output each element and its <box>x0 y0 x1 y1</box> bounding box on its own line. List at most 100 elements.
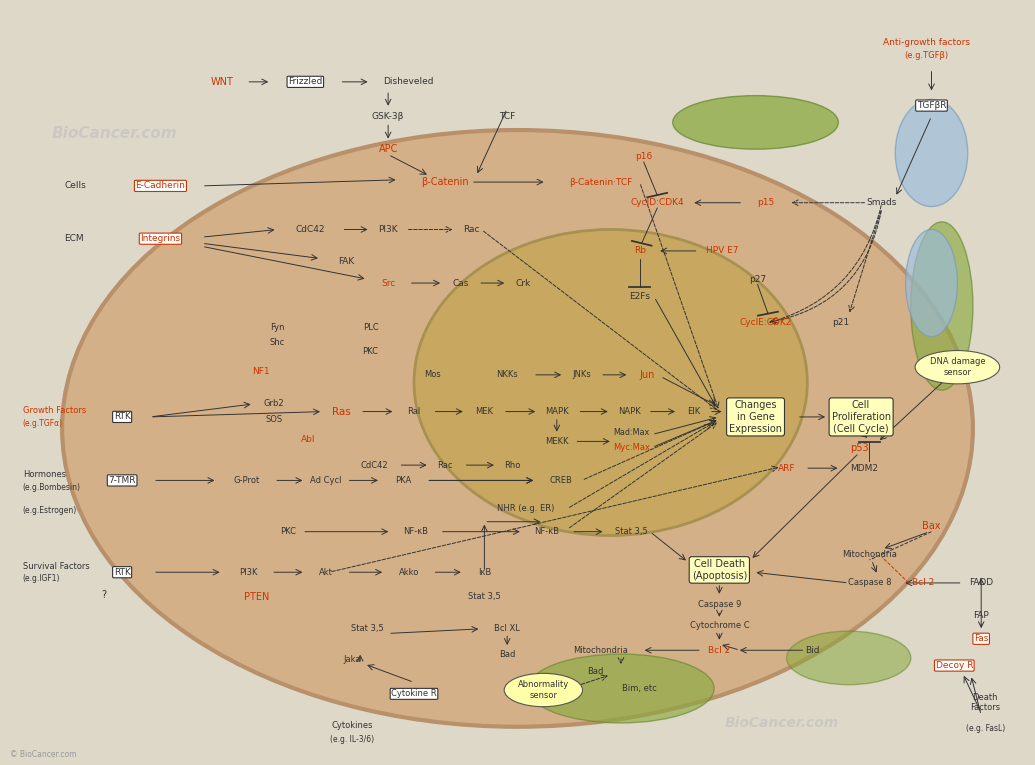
Ellipse shape <box>911 222 973 390</box>
Text: Smads: Smads <box>866 198 897 207</box>
Text: p21: p21 <box>832 318 849 327</box>
Ellipse shape <box>906 230 957 337</box>
Text: Stat 3,5: Stat 3,5 <box>615 527 648 536</box>
Text: (e.g.Estrogen): (e.g.Estrogen) <box>23 506 77 515</box>
Text: E2Fs: E2Fs <box>629 292 650 301</box>
Text: Jun: Jun <box>640 369 654 380</box>
Text: PI3K: PI3K <box>379 225 397 234</box>
Text: PLC: PLC <box>362 323 379 332</box>
Text: NF1: NF1 <box>252 366 270 376</box>
Text: Src: Src <box>381 278 395 288</box>
Text: Mos: Mos <box>424 370 441 379</box>
Text: FAK: FAK <box>338 257 355 266</box>
Text: Bad: Bad <box>587 667 603 676</box>
Text: © BioCancer.com: © BioCancer.com <box>10 750 77 760</box>
Text: TCF: TCF <box>499 112 515 121</box>
Text: Changes
in Gene
Expression: Changes in Gene Expression <box>729 400 782 434</box>
Text: BioCancer.com: BioCancer.com <box>52 125 177 141</box>
Text: Cytochrome C: Cytochrome C <box>689 621 749 630</box>
Text: Cytokine R: Cytokine R <box>391 689 437 698</box>
Text: Ras: Ras <box>332 406 351 417</box>
Text: E-Cadherin: E-Cadherin <box>136 181 185 190</box>
Text: (e.g.TGFα): (e.g.TGFα) <box>23 418 63 428</box>
Text: Bax: Bax <box>922 521 941 532</box>
Text: Bcl XL: Bcl XL <box>495 624 520 633</box>
Text: Akt: Akt <box>319 568 333 577</box>
Text: CdC42: CdC42 <box>361 461 388 470</box>
Text: NAPK: NAPK <box>618 407 641 416</box>
Text: PI3K: PI3K <box>239 568 258 577</box>
Text: Cells: Cells <box>64 181 86 190</box>
Text: Jaka: Jaka <box>344 655 360 664</box>
Text: Rb: Rb <box>633 246 646 256</box>
Text: Mitochondria: Mitochondria <box>572 646 628 655</box>
Text: MAPK: MAPK <box>545 407 568 416</box>
Text: Ad Cycl: Ad Cycl <box>310 476 342 485</box>
Text: p15: p15 <box>758 198 774 207</box>
Text: Crk: Crk <box>515 278 530 288</box>
Text: Cell
Proliferation
(Cell Cycle): Cell Proliferation (Cell Cycle) <box>831 400 891 434</box>
Text: β-Catenin: β-Catenin <box>421 177 469 187</box>
Text: NF-κB: NF-κB <box>404 527 428 536</box>
Ellipse shape <box>673 96 838 149</box>
Text: Integrins: Integrins <box>141 234 180 243</box>
Text: p27: p27 <box>749 275 766 284</box>
Text: DNA damage
sensor: DNA damage sensor <box>929 357 985 377</box>
Text: Mitochondria: Mitochondria <box>841 550 897 559</box>
Text: Stat 3,5: Stat 3,5 <box>468 592 501 601</box>
Ellipse shape <box>787 631 911 685</box>
Text: WNT: WNT <box>211 76 234 87</box>
Text: Akko: Akko <box>398 568 419 577</box>
Ellipse shape <box>414 230 807 536</box>
Text: Myc:Max: Myc:Max <box>613 443 650 452</box>
Text: ?: ? <box>101 590 106 601</box>
Text: GSK-3β: GSK-3β <box>372 112 405 121</box>
Text: IκB: IκB <box>478 568 491 577</box>
Text: Hormones: Hormones <box>23 470 66 479</box>
Text: NF-κB: NF-κB <box>534 527 559 536</box>
Text: Fas: Fas <box>974 634 988 643</box>
Text: Caspase 9: Caspase 9 <box>698 600 741 609</box>
Text: Abl: Abl <box>301 435 316 444</box>
Text: Anti-growth factors: Anti-growth factors <box>883 37 970 47</box>
Text: RTK: RTK <box>114 412 130 422</box>
Text: ECM: ECM <box>64 234 84 243</box>
Text: Growth Factors: Growth Factors <box>23 406 86 415</box>
Text: β-Catenin·TCF: β-Catenin·TCF <box>568 177 632 187</box>
Text: Rac: Rac <box>438 461 452 470</box>
Text: CREB: CREB <box>550 476 572 485</box>
Text: Bad: Bad <box>499 649 515 659</box>
Text: ARF: ARF <box>778 464 795 473</box>
Text: MDM2: MDM2 <box>850 464 879 473</box>
Text: PTEN: PTEN <box>244 591 269 602</box>
Text: HPV E7: HPV E7 <box>706 246 739 256</box>
Text: Grb2: Grb2 <box>264 399 285 409</box>
Text: Frizzled: Frizzled <box>288 77 323 86</box>
Text: Mad:Max: Mad:Max <box>613 428 650 437</box>
Text: Cell Death
(Apoptosis): Cell Death (Apoptosis) <box>691 559 747 581</box>
Text: Shc: Shc <box>270 338 285 347</box>
Text: Bcl 2: Bcl 2 <box>912 578 935 588</box>
Text: NHR (e.g. ER): NHR (e.g. ER) <box>497 504 555 513</box>
Text: Survival Factors: Survival Factors <box>23 562 89 571</box>
Text: Bcl 2: Bcl 2 <box>708 646 731 655</box>
Text: Stat 3,5: Stat 3,5 <box>351 624 384 633</box>
Text: CyclE:CDK2: CyclE:CDK2 <box>740 318 792 327</box>
Text: Cas: Cas <box>452 278 469 288</box>
Text: Caspase 8: Caspase 8 <box>848 578 891 588</box>
Text: Cytokines: Cytokines <box>331 721 373 730</box>
Text: SOS: SOS <box>266 415 283 424</box>
Text: Decoy R: Decoy R <box>936 661 973 670</box>
Text: Abnormality
sensor: Abnormality sensor <box>518 680 569 700</box>
Text: CyclD:CDK4: CyclD:CDK4 <box>630 198 684 207</box>
Text: Fos: Fos <box>735 406 751 417</box>
Text: CdC42: CdC42 <box>296 225 325 234</box>
Text: Rho: Rho <box>504 461 521 470</box>
Text: Death
Factors: Death Factors <box>970 692 1001 712</box>
Text: RTK: RTK <box>114 568 130 577</box>
Text: (e.g.IGF1): (e.g.IGF1) <box>23 574 60 583</box>
Text: PKA: PKA <box>395 476 412 485</box>
Text: (e.g. FasL): (e.g. FasL) <box>966 724 1005 733</box>
Text: MEKK: MEKK <box>545 437 568 446</box>
Text: Disheveled: Disheveled <box>384 77 434 86</box>
